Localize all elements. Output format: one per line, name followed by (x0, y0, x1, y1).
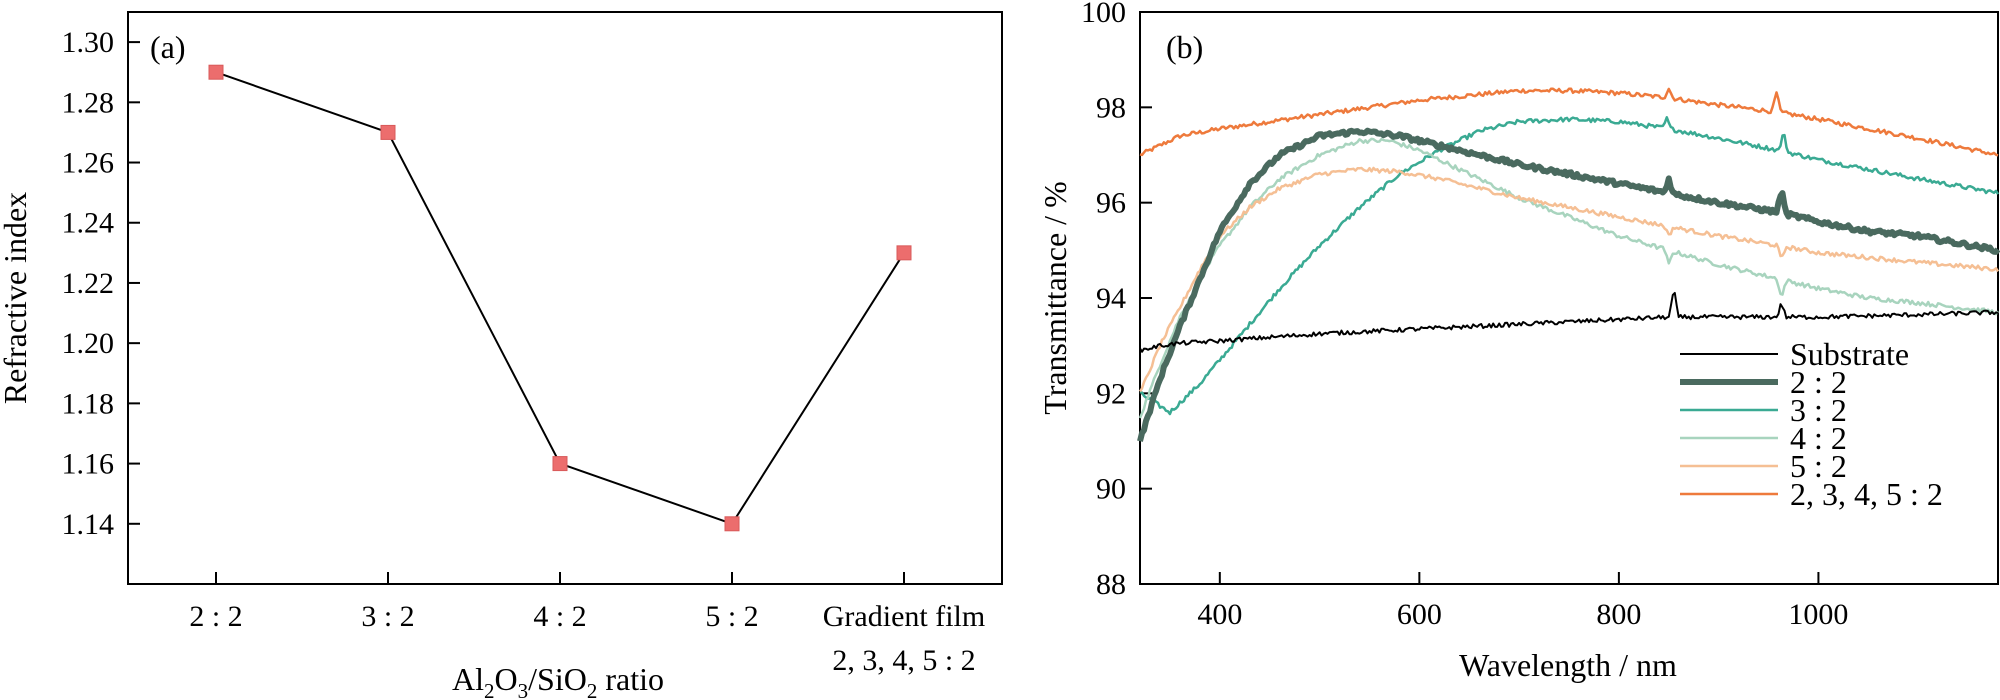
series-line (215, 71, 905, 525)
panel-a-plot-frame (127, 11, 1003, 585)
panel-b-label: (b) (1166, 29, 1203, 65)
x-tick-label: 1000 (1788, 598, 1848, 631)
y-tick-label: 1.26 (62, 147, 115, 180)
legend-label: 4 : 2 (1790, 420, 1847, 456)
x-tick-label: Gradient film (823, 600, 985, 633)
data-point-4 (724, 516, 740, 532)
y-tick-label: 1.20 (62, 327, 115, 360)
data-point-3 (552, 456, 568, 472)
legend-label: 5 : 2 (1790, 448, 1847, 484)
y-tick-label: 1.24 (62, 207, 115, 240)
series-line-3 (1139, 116, 2000, 416)
panel-a-markers (208, 64, 912, 532)
panel-a-y-axis-title: Refractive index (0, 192, 33, 404)
x-tick-label: 800 (1596, 598, 1641, 631)
data-point-2 (380, 124, 396, 140)
panel-b-x-axis: 400 600 800 1000 (1197, 572, 1848, 631)
legend-label: Substrate (1790, 336, 1909, 372)
panel-b-series-lines (1137, 87, 2000, 442)
y-tick-label: 1.22 (62, 267, 115, 300)
x-tick-label: 4 : 2 (533, 600, 586, 633)
panel-a-x-axis-title: Al2O3/SiO2 ratio (452, 661, 664, 700)
panel-b-y-axis-title: Transmittance / % (1037, 181, 1073, 414)
x-tick-label: 2, 3, 4, 5 : 2 (832, 644, 975, 677)
series-line-4 (1138, 137, 2000, 419)
x-tick-label: 400 (1197, 598, 1242, 631)
y-tick-label: 1.16 (62, 448, 115, 481)
panel-b-x-axis-title: Wavelength / nm (1459, 647, 1677, 683)
x-tick-label: 3 : 2 (361, 600, 414, 633)
data-point-1 (208, 64, 224, 80)
panel-a-chart: 1.14 1.16 1.18 1.20 1.22 1.24 1.26 1.28 1.30 2 :… (0, 11, 1003, 700)
x-tick-label: 600 (1397, 598, 1442, 631)
data-point-5 (896, 245, 912, 261)
series-line-5 (1138, 166, 2000, 393)
series-line-6 (1139, 87, 1999, 157)
x-tick-label: 5 : 2 (705, 600, 758, 633)
y-tick-label: 88 (1096, 568, 1126, 601)
y-tick-label: 92 (1096, 377, 1126, 410)
y-tick-label: 1.18 (62, 387, 115, 420)
panel-a-y-axis: 1.14 1.16 1.18 1.20 1.22 1.24 1.26 1.28 1.30 (62, 26, 140, 541)
x-tick-label: 2 : 2 (189, 600, 242, 633)
y-tick-label: 94 (1096, 282, 1126, 315)
y-tick-label: 1.28 (62, 86, 115, 119)
y-tick-label: 98 (1096, 91, 1126, 124)
series-line-2 (1137, 127, 2000, 442)
series-line-1 (1139, 291, 1999, 353)
y-tick-label: 1.30 (62, 26, 115, 59)
y-tick-label: 1.14 (62, 508, 115, 541)
panel-a-label: (a) (150, 29, 186, 65)
legend-label: 3 : 2 (1790, 392, 1847, 428)
legend-label: 2, 3, 4, 5 : 2 (1790, 476, 1943, 512)
y-tick-label: 100 (1081, 0, 1126, 29)
y-tick-label: 90 (1096, 473, 1126, 506)
panel-a-x-axis: 2 : 2 3 : 2 4 : 2 5 : 2 Gradient film 2, 3, 4… (189, 572, 985, 677)
panel-a-series-line (215, 71, 905, 525)
legend-label: 2 : 2 (1790, 364, 1847, 400)
y-tick-label: 96 (1096, 187, 1126, 220)
panel-b-y-axis: 88 90 92 94 96 98 100 (1081, 0, 1152, 601)
